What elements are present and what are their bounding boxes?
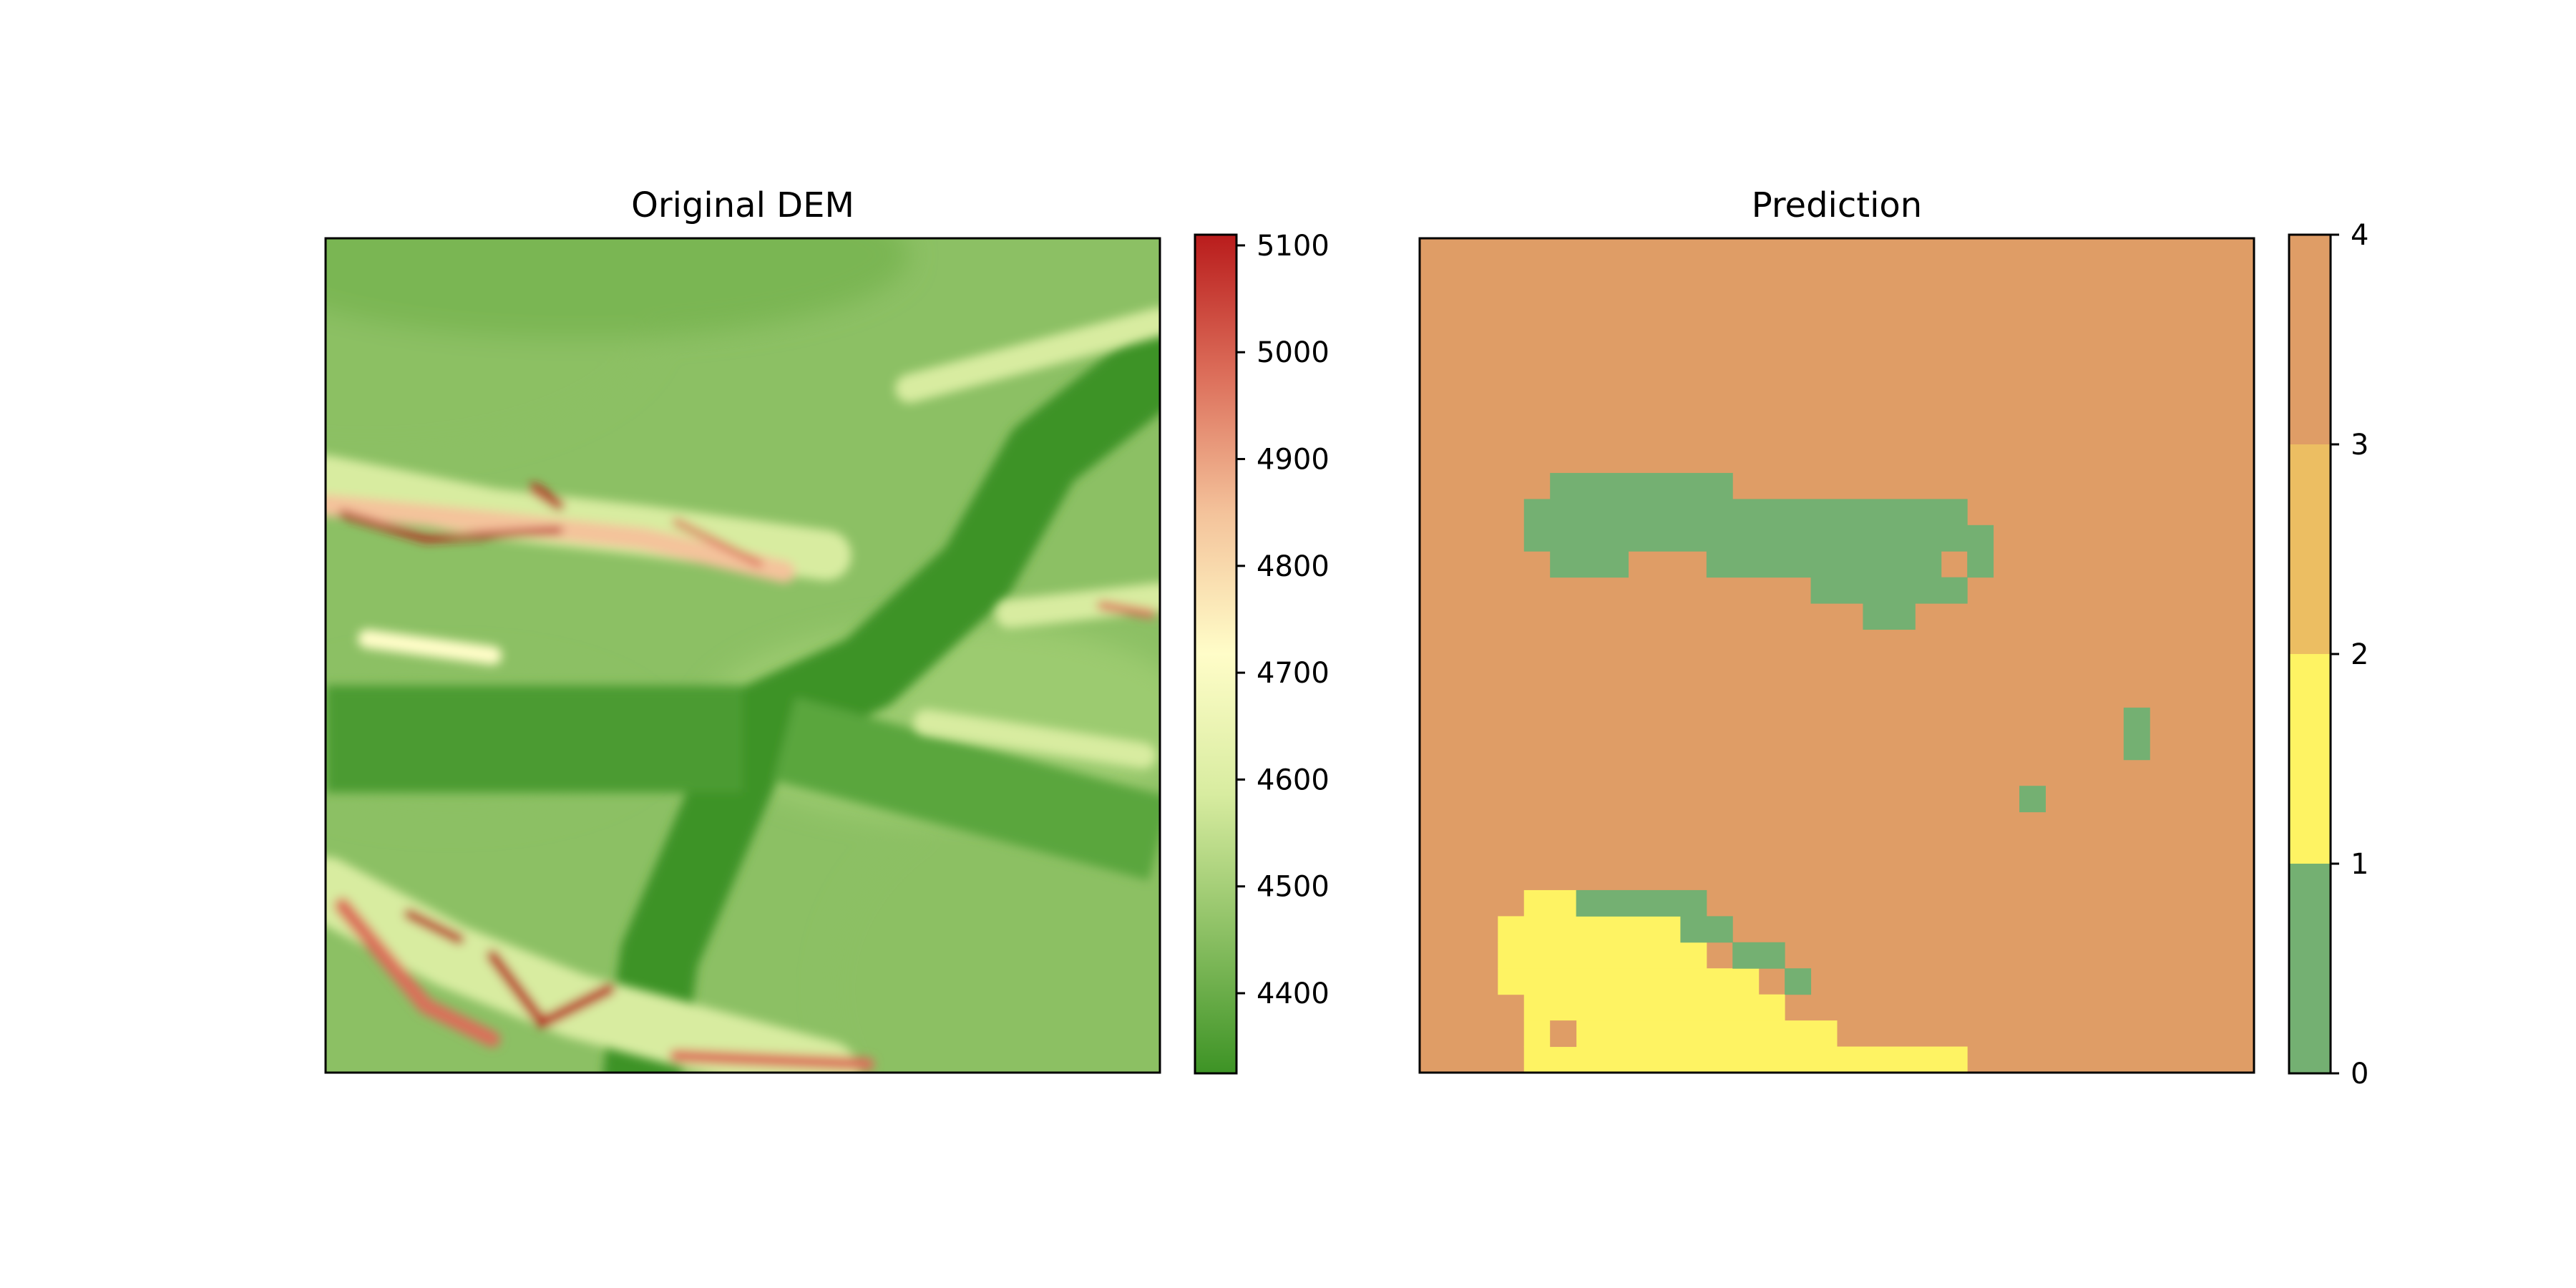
dem-tick-label: 5100 (1257, 230, 1330, 263)
dem-peak-5 (1097, 601, 1156, 618)
prediction-region-class-0 (1523, 472, 1994, 630)
prediction-cell-run (1550, 551, 1629, 578)
prediction-title: Prediction (1752, 185, 1922, 225)
prediction-cell-run (1523, 1046, 1968, 1073)
dem-peak-1 (529, 483, 565, 511)
prediction-tick-label: 1 (2351, 848, 2368, 881)
prediction-colorbar-segment-0 (2289, 864, 2331, 1073)
dem-ridge-east-2 (913, 709, 1156, 769)
dem-ridge-south-2 (669, 1049, 874, 1071)
prediction-colorbar-segment-1 (2289, 654, 2331, 864)
dem-valley-main (603, 323, 1160, 1073)
dem-ridge-north (326, 494, 796, 583)
prediction-tick-label: 0 (2351, 1058, 2368, 1091)
dem-tick-label: 4800 (1257, 550, 1330, 583)
prediction-region-class-0 (2019, 707, 2150, 813)
dem-tick-label: 4700 (1257, 657, 1330, 690)
prediction-cell-run (1523, 889, 1577, 917)
dem-ridge-north-peak (338, 509, 563, 542)
prediction-cell-run (1523, 525, 1994, 552)
dem-elevation-image (326, 238, 1160, 1073)
dem-tick-label: 5000 (1257, 336, 1330, 369)
dem-ridge-west (358, 629, 502, 665)
dem-plot-frame (324, 237, 1161, 1074)
prediction-cell-run (1576, 889, 1707, 917)
dem-tick-label: 4500 (1257, 871, 1330, 904)
prediction-cell-run (1706, 551, 1942, 578)
dem-title: Original DEM (631, 185, 854, 225)
prediction-colorbar-segment-3 (2289, 235, 2331, 444)
prediction-colorbar-segment-2 (2289, 444, 2331, 654)
prediction-cell-run (1680, 916, 1733, 943)
prediction-cell-run (1498, 916, 1681, 943)
dem-valley-east (773, 697, 1160, 881)
prediction-cell-run (1550, 1020, 1577, 1048)
prediction-cell-run (1550, 472, 1733, 499)
dem-ridge-east (995, 582, 1160, 628)
prediction-tick-label: 3 (2351, 429, 2368, 462)
dem-peak-3 (404, 909, 464, 945)
prediction-region-class-1 (1498, 889, 1968, 1073)
prediction-cell-run (2123, 733, 2150, 761)
prediction-cell-run (1498, 942, 1707, 969)
prediction-cell-run (1785, 968, 1812, 995)
dem-upland-1 (326, 238, 910, 338)
prediction-cell-run (1498, 968, 1760, 995)
prediction-cell-run (1810, 577, 1968, 604)
dem-ridge-ne (895, 307, 1160, 403)
dem-tick-label: 4900 (1257, 444, 1330, 477)
dem-valley (326, 323, 1160, 1073)
dem-peak-4 (487, 950, 615, 1029)
dem-tick-label: 4400 (1257, 977, 1330, 1010)
prediction-cell-run (1732, 942, 1785, 969)
prediction-cell-run (2123, 707, 2150, 734)
prediction-cell-run (1523, 499, 1968, 526)
prediction-class-map (1420, 238, 2254, 1073)
prediction-region-class-0 (1576, 889, 1812, 995)
prediction-colorbar-ticks: 0 1 2 3 4 (2331, 219, 2368, 1091)
prediction-tick-label: 4 (2351, 219, 2368, 252)
prediction-cell-run (2019, 786, 2046, 813)
dem-colorbar (1194, 233, 1238, 1075)
dem-ridges (326, 307, 1160, 1073)
prediction-tick-label: 2 (2351, 638, 2368, 671)
prediction-cell-run (1967, 551, 1994, 578)
dem-ridge-south-1 (334, 897, 501, 1048)
prediction-region-class-3 (1550, 1020, 1577, 1048)
prediction-plot-frame (1418, 237, 2255, 1074)
dem-peak-2 (672, 518, 763, 567)
prediction-colorbar (2288, 233, 2332, 1075)
dem-colorbar-ticks: 4400 4500 4600 4700 4800 4900 5000 5100 (1236, 230, 1330, 1010)
dem-tick-label: 4600 (1257, 763, 1330, 796)
prediction-cell-run (1523, 994, 1785, 1021)
prediction-cell-run (1863, 603, 1916, 630)
